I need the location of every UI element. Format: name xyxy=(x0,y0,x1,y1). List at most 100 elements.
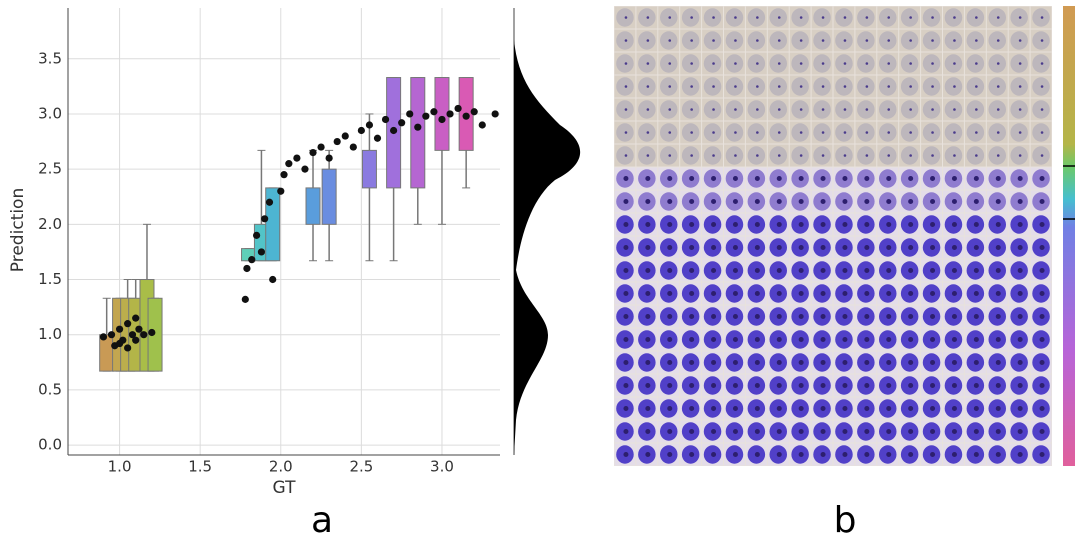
cell-dot xyxy=(821,62,825,65)
cell-dot xyxy=(734,16,737,19)
cell-dot xyxy=(975,108,978,111)
cell-dot xyxy=(951,222,957,227)
cell-dot xyxy=(798,337,804,342)
cell-dot xyxy=(668,16,672,19)
cell-dot xyxy=(624,131,628,134)
cell-dot xyxy=(777,16,781,19)
data-point xyxy=(277,187,285,195)
cell-dot xyxy=(756,39,759,42)
cell-dot xyxy=(667,360,673,365)
cell-dot xyxy=(995,222,1001,227)
cell-dot xyxy=(886,360,892,365)
box xyxy=(147,297,163,372)
cell-dot xyxy=(820,406,826,411)
data-point xyxy=(280,171,288,179)
data-point xyxy=(285,160,293,168)
cell-dot xyxy=(756,154,759,157)
cell-dot xyxy=(754,199,760,204)
cell-dot xyxy=(645,268,651,273)
cell-dot xyxy=(1039,337,1045,342)
cell-dot xyxy=(908,222,914,227)
cell-dot xyxy=(975,85,978,88)
y-tick-label: 1.0 xyxy=(38,325,62,343)
cell-dot xyxy=(951,360,957,365)
data-point xyxy=(470,108,478,116)
cell-dot xyxy=(821,16,825,19)
colorbar xyxy=(1063,6,1075,466)
cell-dot xyxy=(732,199,738,204)
cell-dot xyxy=(646,39,650,42)
cell-dot xyxy=(776,406,782,411)
data-point xyxy=(293,154,301,162)
data-point xyxy=(107,331,116,339)
cell-dot xyxy=(732,337,738,342)
cell-dot xyxy=(1017,429,1023,434)
cell-dot xyxy=(689,383,695,388)
cell-dot xyxy=(712,108,715,111)
cell-dot xyxy=(842,337,848,342)
cell-dot xyxy=(951,245,957,250)
cell-dot xyxy=(1039,406,1045,411)
cell-dot xyxy=(645,406,651,411)
density-curve xyxy=(514,8,581,455)
cell-dot xyxy=(776,314,782,319)
data-point xyxy=(265,198,274,206)
data-point xyxy=(115,339,124,348)
x-tick-label: 3.0 xyxy=(430,458,454,476)
cell-dot xyxy=(864,337,870,342)
data-point xyxy=(115,325,124,333)
cell-dot xyxy=(1018,39,1022,42)
cell-dot xyxy=(1017,314,1023,319)
box xyxy=(265,187,281,262)
cell-dot xyxy=(646,131,650,134)
cell-dot xyxy=(668,154,672,157)
data-point xyxy=(261,215,269,223)
cell-dot xyxy=(908,314,914,319)
cell-dot xyxy=(886,337,892,342)
cell-dot xyxy=(754,268,760,273)
cell-dot xyxy=(951,199,957,204)
cell-dot xyxy=(931,85,934,88)
cell-dot xyxy=(996,154,1000,157)
cell-dot xyxy=(623,176,629,181)
data-point xyxy=(124,320,132,328)
cell-dot xyxy=(1017,360,1023,365)
cell-dot xyxy=(951,406,957,411)
cell-dot xyxy=(975,62,978,65)
cell-dot xyxy=(908,337,914,342)
cell-dot xyxy=(909,108,912,111)
cell-dot xyxy=(690,131,693,134)
cell-dot xyxy=(734,39,737,42)
cell-dot xyxy=(1040,85,1044,88)
cell-dot xyxy=(973,199,979,204)
x-tick-label: 2.0 xyxy=(269,458,293,476)
cell-dot xyxy=(865,39,869,42)
cell-dot xyxy=(646,154,650,157)
y-tick-label: 0.0 xyxy=(38,436,62,454)
cell-dot xyxy=(951,268,957,273)
cell-dot xyxy=(842,222,848,227)
cell-dot xyxy=(864,314,870,319)
cell-dot xyxy=(820,337,826,342)
cell-dot xyxy=(624,62,628,65)
cell-dot xyxy=(776,291,782,296)
cell-dot xyxy=(711,337,717,342)
cell-dot xyxy=(909,62,912,65)
cell-dot xyxy=(886,406,892,411)
cell-dot xyxy=(842,314,848,319)
cell-dot xyxy=(646,85,650,88)
data-point xyxy=(398,119,406,127)
x-tick-label: 1.0 xyxy=(108,458,132,476)
cell-dot xyxy=(864,360,870,365)
y-tick-label: 0.5 xyxy=(38,380,62,398)
cell-dot xyxy=(645,337,651,342)
cell-dot xyxy=(1039,291,1045,296)
cell-dot xyxy=(843,62,847,65)
cell-dot xyxy=(821,154,825,157)
cell-dot xyxy=(777,62,781,65)
cell-dot xyxy=(754,291,760,296)
cell-dot xyxy=(930,245,936,250)
cell-dot xyxy=(886,199,892,204)
cell-dot xyxy=(623,291,629,296)
